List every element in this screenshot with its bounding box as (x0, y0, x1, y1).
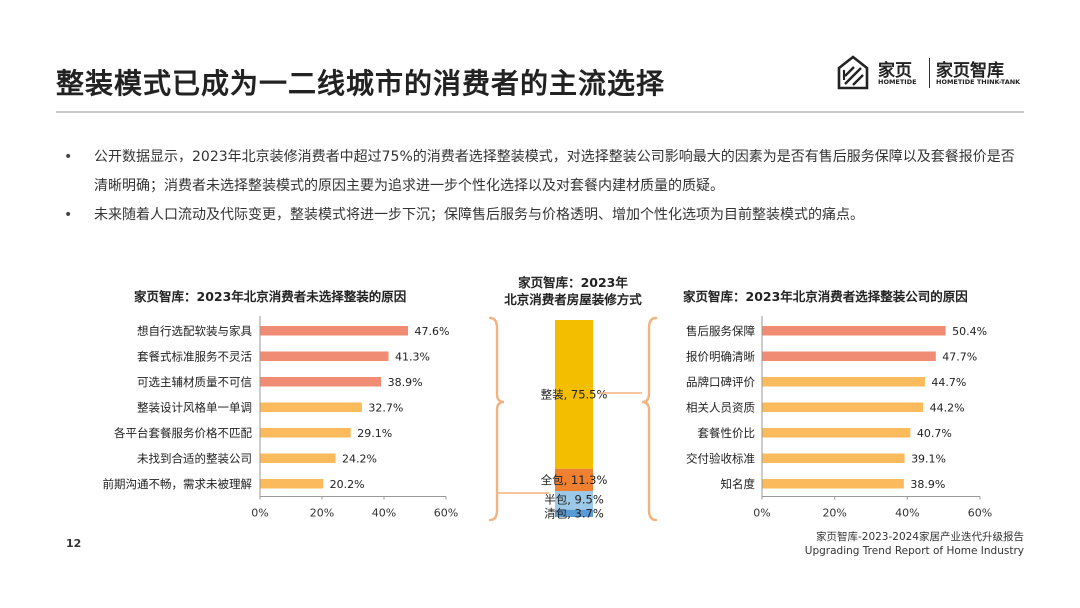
stacked-segment-全包 (555, 468, 593, 491)
left-category-label: 套餐式标准服务不灵活 (137, 349, 252, 363)
logo-thinktank-cn: 家页智库 (936, 61, 1004, 81)
right-category-label: 知名度 (721, 477, 756, 491)
right-value-label: 50.4% (952, 325, 987, 338)
stacked-segment-清包 (555, 509, 593, 517)
logo-brand-en: HOMETIDE (878, 78, 917, 86)
left-bar-chart: 想自行选配软装与家具 47.6% 套餐式标准服务不灵活 41.3% 可选主辅材质量不可信… (103, 316, 458, 520)
left-chart-title: 家页智库：2023年北京消费者未选择整装的原因 (134, 289, 407, 304)
left-bar (260, 428, 351, 438)
right-category-label: 套餐性价比 (698, 426, 756, 440)
source-note-en: Upgrading Trend Report of Home Industry (804, 545, 1024, 557)
right-bar (762, 453, 905, 463)
right-category-label: 售后服务保障 (686, 324, 755, 338)
right-bracket (641, 316, 658, 522)
middle-chart-title: 家页智库：2023年 北京消费者房屋装修方式 (488, 274, 658, 308)
left-category-label: 未找到合适的整装公司 (137, 451, 252, 465)
left-bar (260, 453, 336, 463)
right-value-label: 44.7% (931, 376, 966, 389)
stacked-segment-label: 全包, 11.3% (541, 473, 608, 487)
left-bracket (488, 316, 505, 522)
right-value-label: 40.7% (917, 427, 952, 440)
stacked-segment-整装 (555, 320, 593, 469)
middle-chart-title-line: 北京消费者房屋装修方式 (504, 292, 642, 307)
left-category-label: 各平台套餐服务价格不匹配 (114, 426, 252, 440)
left-category-label: 想自行选配软装与家具 (137, 324, 252, 338)
source-note-cn: 家页智库-2023-2024家居产业迭代升级报告 (815, 531, 1024, 543)
summary-bullets: 公开数据显示，2023年北京装修消费者中超过75%的消费者选择整装模式，对选择整… (64, 143, 1024, 230)
left-value-label: 29.1% (357, 427, 392, 440)
logo-thinktank-en: HOMETIDE THINK-TANK (936, 78, 1021, 86)
page-title: 整装模式已成为一二线城市的消费者的主流选择 (56, 67, 666, 100)
stacked-segment-label: 清包, 3.7% (544, 506, 604, 520)
right-value-label: 38.9% (910, 478, 945, 491)
right-value-label: 47.7% (942, 350, 977, 363)
right-category-label: 相关人员资质 (686, 400, 755, 414)
left-x-tick-label: 60% (434, 507, 458, 520)
stacked-segment-label: 半包, 9.5% (544, 492, 604, 506)
title-divider (56, 111, 1024, 113)
hometide-logo-icon (837, 55, 869, 90)
middle-chart-title-line: 家页智库：2023年 (518, 275, 628, 290)
right-category-label: 品牌口碑评价 (686, 375, 755, 389)
left-bar (260, 351, 389, 361)
right-x-tick-label: 20% (822, 507, 846, 520)
left-value-label: 41.3% (395, 350, 430, 363)
right-bar (762, 479, 904, 489)
right-category-label: 交付验收标准 (686, 451, 755, 465)
right-chart-title: 家页智库：2023年北京消费者选择整装公司的原因 (683, 289, 968, 304)
left-category-label: 可选主辅材质量不可信 (137, 375, 252, 389)
right-bar-chart: 售后服务保障 50.4% 报价明确清晰 47.7% 品牌口碑评价 44.7% 相关人员资质 4… (686, 316, 992, 520)
bullet-point: 未来随着人口流动及代际变更，整装模式将进一步下沉；保障售后服务与价格透明、增加个… (64, 201, 1024, 230)
left-bar (260, 326, 409, 336)
right-bar (762, 377, 925, 387)
middle-stacked-chart: 整装, 75.5% 全包, 11.3% 半包, 9.5%清包, 3.7% (488, 316, 658, 522)
right-value-label: 39.1% (911, 452, 946, 465)
logo-brand-cn: 家页 (878, 61, 912, 81)
right-bar (762, 326, 946, 336)
left-bar (260, 377, 382, 387)
left-x-tick-label: 0% (251, 507, 268, 520)
right-bar (762, 402, 924, 412)
right-x-tick-label: 40% (895, 507, 919, 520)
logo-separator (929, 58, 930, 88)
right-bar (762, 351, 936, 361)
left-x-tick-label: 40% (372, 507, 396, 520)
right-category-label: 报价明确清晰 (686, 349, 755, 363)
page-number: 12 (66, 537, 82, 550)
stacked-segment-半包 (555, 490, 593, 510)
right-x-tick-label: 60% (968, 507, 992, 520)
left-value-label: 47.6% (415, 325, 450, 338)
stacked-segment-label: 整装, 75.5% (541, 387, 608, 401)
brand-logo: 家页 HOMETIDE 家页智库 HOMETIDE THINK-TANK (836, 52, 1036, 94)
left-category-label: 前期沟通不畅，需求未被理解 (103, 477, 253, 491)
left-bar (260, 402, 362, 412)
left-x-tick-label: 20% (310, 507, 334, 520)
left-value-label: 32.7% (368, 401, 403, 414)
left-value-label: 20.2% (330, 478, 365, 491)
right-bar (762, 428, 911, 438)
left-category-label: 整装设计风格单一单调 (137, 400, 252, 414)
left-bar (260, 479, 324, 489)
right-x-tick-label: 0% (753, 507, 770, 520)
left-value-label: 38.9% (388, 376, 423, 389)
left-value-label: 24.2% (342, 452, 377, 465)
right-value-label: 44.2% (930, 401, 965, 414)
bullet-point: 公开数据显示，2023年北京装修消费者中超过75%的消费者选择整装模式，对选择整… (64, 143, 1024, 201)
